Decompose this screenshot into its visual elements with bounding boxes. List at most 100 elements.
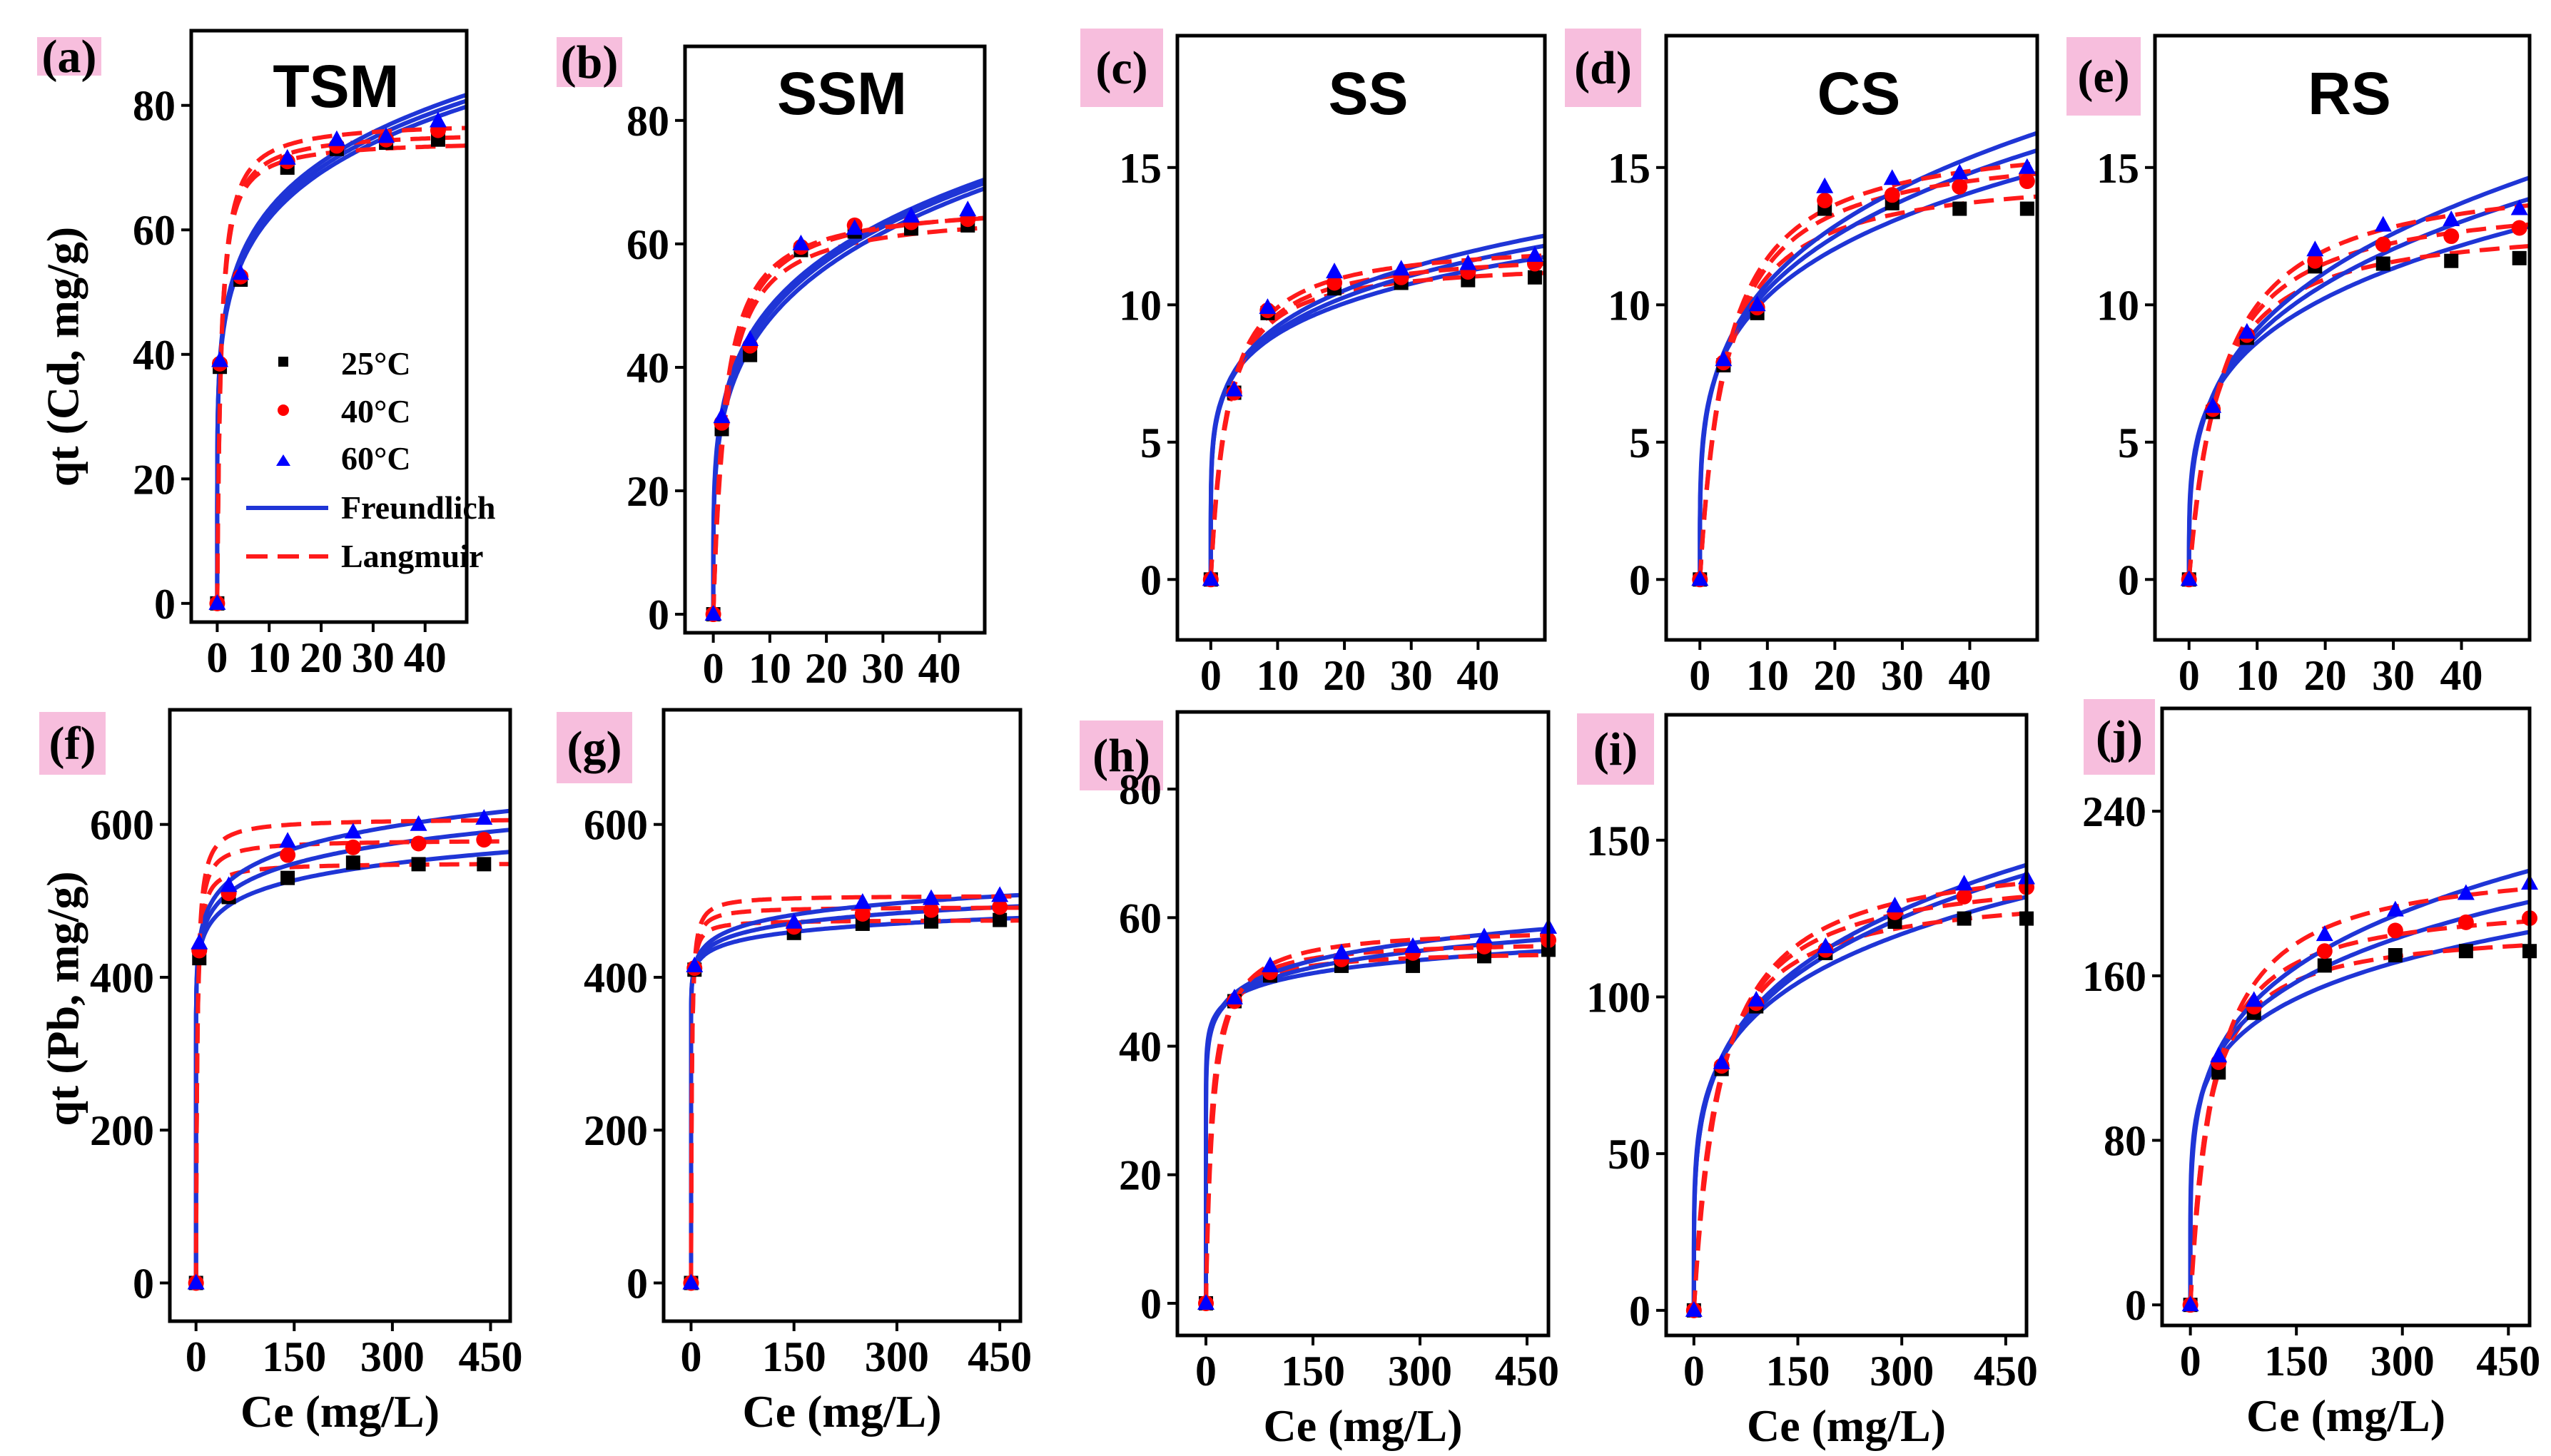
point-g-60c-5 xyxy=(991,886,1009,902)
y-tick-label-i-2: 100 xyxy=(1586,974,1650,1021)
x-tick-label-a-0: 0 xyxy=(206,634,228,681)
x-tick-label-c-3: 30 xyxy=(1390,652,1433,699)
point-c-60c-2 xyxy=(1259,298,1277,315)
x-tick-label-a-4: 40 xyxy=(404,634,447,681)
x-tick-label-i-3: 450 xyxy=(1974,1348,2038,1395)
panel-label-g: (g) xyxy=(567,722,622,774)
legend-label-25c: 25°C xyxy=(341,345,411,382)
x-tick-label-g-2: 300 xyxy=(865,1333,929,1380)
point-j-25c-5 xyxy=(2458,944,2473,959)
x-tick-label-e-4: 40 xyxy=(2440,652,2483,699)
langmuir-curve-a-60c xyxy=(215,126,467,604)
point-f-60c-0 xyxy=(187,1273,205,1290)
panel-label-j: (j) xyxy=(2096,711,2143,763)
x-tick-label-g-1: 150 xyxy=(762,1333,826,1380)
y-tick-label-e-0: 0 xyxy=(2118,556,2139,604)
legend-label-40c: 40°C xyxy=(341,393,411,429)
panel-label-bg-f xyxy=(39,712,106,775)
point-f-60c-4 xyxy=(344,823,362,839)
point-h-60c-5 xyxy=(1476,927,1493,944)
point-f-60c-1 xyxy=(191,933,208,950)
point-e-40c-4 xyxy=(2375,236,2391,253)
x-tick-label-i-0: 0 xyxy=(1683,1348,1705,1395)
panel-j: (j) 0 150 300 450 0 80 160 240 Ce (mg/L) xyxy=(2082,699,2540,1441)
point-b-60c-5 xyxy=(902,206,920,223)
legend-label-langmuir: Langmuir xyxy=(341,538,483,574)
panel-label-bg-g xyxy=(557,712,632,783)
y-tick-label-f-1: 200 xyxy=(90,1107,154,1154)
x-tick-label-f-0: 0 xyxy=(186,1333,207,1380)
y-tick-label-f-2: 400 xyxy=(90,954,154,1002)
point-d-60c-3 xyxy=(1816,177,1834,193)
point-e-40c-6 xyxy=(2511,220,2527,236)
y-tick-label-a-3: 60 xyxy=(133,207,176,254)
langmuir-curve-g-40c xyxy=(689,905,1020,1283)
x-tick-label-e-2: 20 xyxy=(2304,652,2347,699)
legend-marker-25c xyxy=(278,357,288,367)
point-j-40c-5 xyxy=(2458,914,2474,930)
x-tick-label-e-0: 0 xyxy=(2179,652,2200,699)
langmuir-curve-f-60c xyxy=(193,818,510,1283)
freundlich-curve-i-60c xyxy=(1691,862,2027,1310)
x-tick-label-d-0: 0 xyxy=(1689,652,1710,699)
y-tick-label-h-1: 20 xyxy=(1119,1152,1162,1199)
x-tick-label-d-4: 40 xyxy=(1948,652,1991,699)
y-tick-label-h-4: 80 xyxy=(1119,766,1162,813)
y-tick-label-j-0: 0 xyxy=(2125,1282,2146,1329)
x-tick-label-j-2: 300 xyxy=(2370,1338,2435,1385)
langmuir-curve-d-25c xyxy=(1698,194,2037,580)
legend-label-freundlich: Freundlich xyxy=(341,489,495,526)
y-tick-label-j-3: 240 xyxy=(2082,788,2146,835)
langmuir-curve-i-60c xyxy=(1691,880,2027,1311)
freundlich-curve-d-60c xyxy=(1698,131,2037,580)
plot-frame-g xyxy=(661,708,1023,1323)
point-d-60c-2 xyxy=(1748,295,1766,312)
panel-label-bg-c xyxy=(1080,29,1163,107)
point-a-60c-5 xyxy=(377,127,395,143)
langmuir-curve-h-60c xyxy=(1204,932,1548,1303)
y-tick-label-i-0: 0 xyxy=(1629,1288,1650,1335)
point-g-60c-1 xyxy=(686,956,704,972)
point-j-40c-3 xyxy=(2316,943,2333,959)
point-g-60c-3 xyxy=(853,892,871,909)
x-axis-label-h: Ce (mg/L) xyxy=(1263,1400,1462,1451)
point-f-40c-4 xyxy=(345,839,361,855)
x-tick-label-e-1: 10 xyxy=(2236,652,2278,699)
y-tick-label-e-1: 5 xyxy=(2118,419,2139,467)
point-f-60c-3 xyxy=(279,832,297,848)
point-f-60c-2 xyxy=(220,876,238,892)
plot-frame-e xyxy=(2153,34,2532,642)
point-b-60c-4 xyxy=(846,219,863,235)
x-tick-label-d-1: 10 xyxy=(1746,652,1789,699)
y-tick-label-c-2: 10 xyxy=(1119,282,1162,329)
y-tick-label-f-0: 0 xyxy=(133,1260,154,1307)
panel-label-bg-b xyxy=(557,37,622,87)
panel-label-f: (f) xyxy=(49,718,96,770)
point-g-25c-5 xyxy=(993,912,1008,927)
point-e-60c-3 xyxy=(2306,240,2324,257)
point-d-60c-5 xyxy=(1951,163,1969,180)
point-f-60c-6 xyxy=(475,809,493,825)
y-tick-label-g-0: 0 xyxy=(627,1260,648,1307)
point-i-25c-5 xyxy=(1957,911,1972,926)
x-tick-label-c-0: 0 xyxy=(1200,652,1222,699)
point-c-40c-3 xyxy=(1327,275,1343,291)
x-tick-label-b-0: 0 xyxy=(703,645,724,692)
y-tick-label-g-3: 600 xyxy=(584,802,648,849)
y-tick-label-c-3: 15 xyxy=(1119,145,1162,192)
point-g-60c-4 xyxy=(923,889,940,905)
point-j-60c-1 xyxy=(2210,1047,2228,1063)
langmuir-curve-c-60c xyxy=(1208,253,1545,580)
y-tick-label-j-1: 80 xyxy=(2104,1118,2146,1165)
point-j-60c-2 xyxy=(2245,991,2263,1007)
panel-label-a: (a) xyxy=(42,31,97,83)
y-tick-label-e-3: 15 xyxy=(2096,145,2139,192)
point-e-25c-6 xyxy=(2512,250,2527,265)
point-b-60c-6 xyxy=(959,200,977,217)
point-c-60c-6 xyxy=(1526,246,1543,262)
x-tick-label-c-4: 40 xyxy=(1456,652,1499,699)
x-axis-label-f: Ce (mg/L) xyxy=(240,1386,440,1437)
x-tick-label-g-3: 450 xyxy=(968,1333,1032,1380)
x-tick-label-j-3: 450 xyxy=(2476,1338,2540,1385)
